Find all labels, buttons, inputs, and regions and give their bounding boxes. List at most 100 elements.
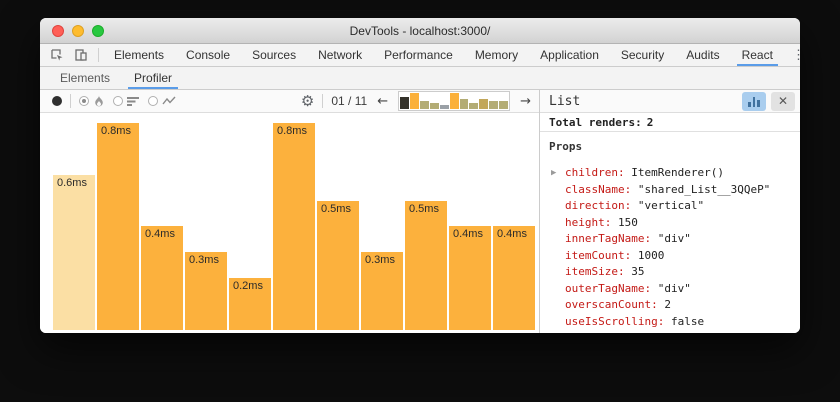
interactions-zigzag-icon	[162, 96, 176, 105]
prop-value: ItemRenderer()	[624, 166, 724, 179]
next-snapshot-icon[interactable]: →	[520, 93, 531, 109]
record-icon[interactable]	[52, 96, 62, 106]
chart-bar-label: 0.5ms	[321, 203, 351, 215]
close-window-button[interactable]	[52, 24, 64, 37]
tab-memory[interactable]: Memory	[474, 48, 519, 62]
chart-bar[interactable]: 0.8ms	[273, 123, 315, 330]
render-chart-toggle-button[interactable]	[742, 91, 766, 111]
close-panel-button[interactable]: ✕	[771, 91, 795, 111]
prop-row-outerTagName: outerTagName: "div"	[549, 281, 791, 298]
prop-value: "vertical"	[631, 199, 705, 212]
minimap-bar-selected[interactable]	[400, 97, 409, 109]
zoom-window-button[interactable]	[92, 24, 104, 37]
props-label: Props	[549, 140, 583, 153]
divider	[70, 94, 71, 108]
prop-value: 300	[605, 331, 631, 333]
chart-bar-label: 0.6ms	[57, 177, 87, 189]
flamegraph-radio[interactable]	[79, 96, 89, 106]
ranked-chart-toggle[interactable]	[113, 96, 140, 106]
prop-key: useIsScrolling:	[565, 314, 665, 328]
prop-row-children: ▶ children: ItemRenderer()	[549, 165, 791, 182]
tab-react[interactable]: React	[731, 44, 784, 66]
minimap-bar[interactable]	[459, 99, 469, 109]
minimap-bar[interactable]	[499, 101, 509, 109]
chart-bar[interactable]: 0.5ms	[317, 201, 359, 330]
chart-bar[interactable]: 0.4ms	[449, 226, 491, 330]
ranked-radio[interactable]	[113, 96, 123, 106]
prop-value: "div"	[651, 281, 691, 295]
window-title: DevTools - localhost:3000/	[349, 23, 491, 38]
prev-snapshot-icon[interactable]: ←	[377, 93, 389, 109]
interactions-radio[interactable]	[148, 96, 158, 106]
react-subtabbar: Elements Profiler	[40, 67, 800, 90]
chart-bar[interactable]: 0.6ms	[53, 175, 95, 330]
prop-key: overscanCount:	[565, 298, 658, 311]
tab-sources[interactable]: Sources	[252, 48, 297, 62]
chart-bar[interactable]: 0.4ms	[141, 226, 183, 330]
prop-key: itemSize:	[565, 265, 625, 278]
traffic-lights	[52, 24, 104, 37]
tab-network[interactable]: Network	[318, 48, 363, 62]
chart-bar[interactable]: 0.5ms	[405, 201, 447, 330]
minimap-bar[interactable]	[449, 93, 459, 109]
minimap-bar[interactable]	[469, 103, 479, 109]
divider	[98, 48, 99, 62]
snapshot-minimap[interactable]	[398, 91, 511, 111]
chart-bar-label: 0.2ms	[233, 280, 263, 292]
prop-value: "shared_List__3QQeP"	[631, 182, 771, 196]
tab-application[interactable]: Application	[540, 48, 599, 62]
device-toolbar-icon[interactable]	[74, 48, 88, 62]
chart-bar-label: 0.4ms	[453, 228, 483, 240]
total-renders-value: 2	[646, 115, 654, 129]
prop-value: "div"	[651, 232, 691, 245]
minimap-bar[interactable]	[419, 101, 429, 109]
flame-icon	[95, 95, 103, 106]
prop-key: className:	[565, 182, 632, 196]
chart-bar[interactable]: 0.4ms	[493, 226, 535, 330]
interactions-chart-toggle[interactable]	[148, 96, 176, 106]
chart-bar-label: 0.4ms	[145, 228, 175, 240]
more-options-icon[interactable]: ⋮	[791, 47, 800, 62]
minimap-bar[interactable]	[439, 105, 449, 109]
tab-performance[interactable]: Performance	[384, 48, 453, 62]
prop-key: children:	[565, 166, 625, 179]
prop-key: width:	[565, 331, 605, 333]
prop-key: itemCount:	[565, 248, 632, 262]
render-duration-bar-chart: 0.6ms 0.8ms 0.4ms 0.3ms 0.2ms 0.8ms 0.5ms 0.3ms…	[40, 113, 539, 333]
minimap-bar[interactable]	[489, 101, 499, 109]
divider	[322, 94, 324, 108]
profiler-pane: ⚙ 01 / 11 ← → 0.6ms 0.8ms 0.4ms 0.3ms 0.2ms 0…	[40, 90, 540, 333]
prop-row-itemCount: itemCount: 1000	[549, 248, 791, 265]
chart-bar-label: 0.8ms	[277, 125, 307, 137]
chart-bar-label: 0.8ms	[101, 125, 131, 137]
prop-row-useIsScrolling: useIsScrolling: false	[549, 314, 791, 331]
subtab-profiler[interactable]: Profiler	[122, 67, 184, 89]
inspect-element-icon[interactable]	[50, 48, 64, 62]
prop-row-innerTagName: innerTagName: "div"	[549, 231, 791, 248]
chart-bar[interactable]: 0.8ms	[97, 123, 139, 330]
devtools-tabbar: Elements Console Sources Network Performance…	[40, 44, 800, 67]
minimap-bar[interactable]	[479, 99, 489, 109]
chart-bar[interactable]: 0.2ms	[229, 278, 271, 330]
prop-value: 1000	[631, 248, 665, 262]
minimap-bar[interactable]	[429, 103, 439, 109]
minimize-window-button[interactable]	[72, 24, 84, 37]
tab-audits[interactable]: Audits	[686, 48, 720, 62]
props-section: Props ▶ children: ItemRenderer() className…	[540, 132, 800, 333]
main-area: ⚙ 01 / 11 ← → 0.6ms 0.8ms 0.4ms 0.3ms 0.2ms 0…	[40, 90, 800, 333]
flamegraph-chart-toggle[interactable]	[79, 95, 105, 108]
tab-security[interactable]: Security	[620, 48, 665, 62]
chart-bar[interactable]: 0.3ms	[185, 252, 227, 330]
tab-elements[interactable]: Elements	[114, 48, 165, 62]
expand-triangle-icon[interactable]: ▶	[551, 168, 557, 178]
prop-key: height:	[565, 215, 612, 229]
chart-bar[interactable]: 0.3ms	[361, 252, 403, 330]
snapshot-counter: 01 / 11	[331, 94, 368, 108]
gear-icon[interactable]: ⚙	[300, 91, 315, 110]
details-panel-header: List ✕	[540, 90, 800, 113]
subtab-elements[interactable]: Elements	[60, 71, 111, 85]
prop-value: 35	[624, 265, 645, 278]
minimap-bar[interactable]	[410, 93, 419, 109]
prop-value: 2	[657, 298, 671, 311]
tab-console[interactable]: Console	[186, 48, 231, 62]
